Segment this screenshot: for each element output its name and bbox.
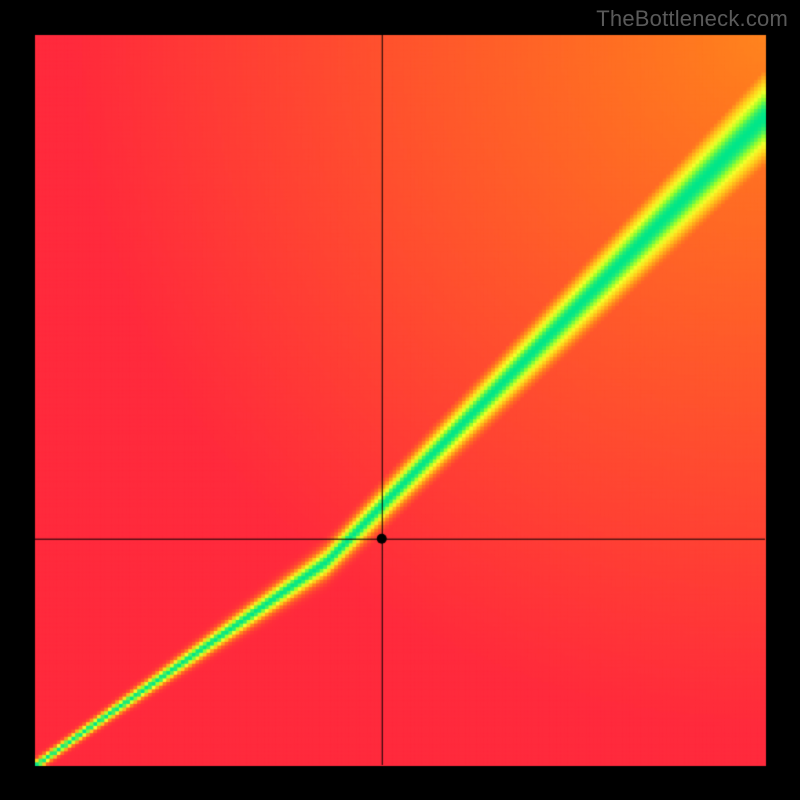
chart-container bbox=[0, 0, 800, 805]
bottleneck-heatmap bbox=[0, 0, 800, 800]
watermark-text: TheBottleneck.com bbox=[596, 6, 788, 32]
